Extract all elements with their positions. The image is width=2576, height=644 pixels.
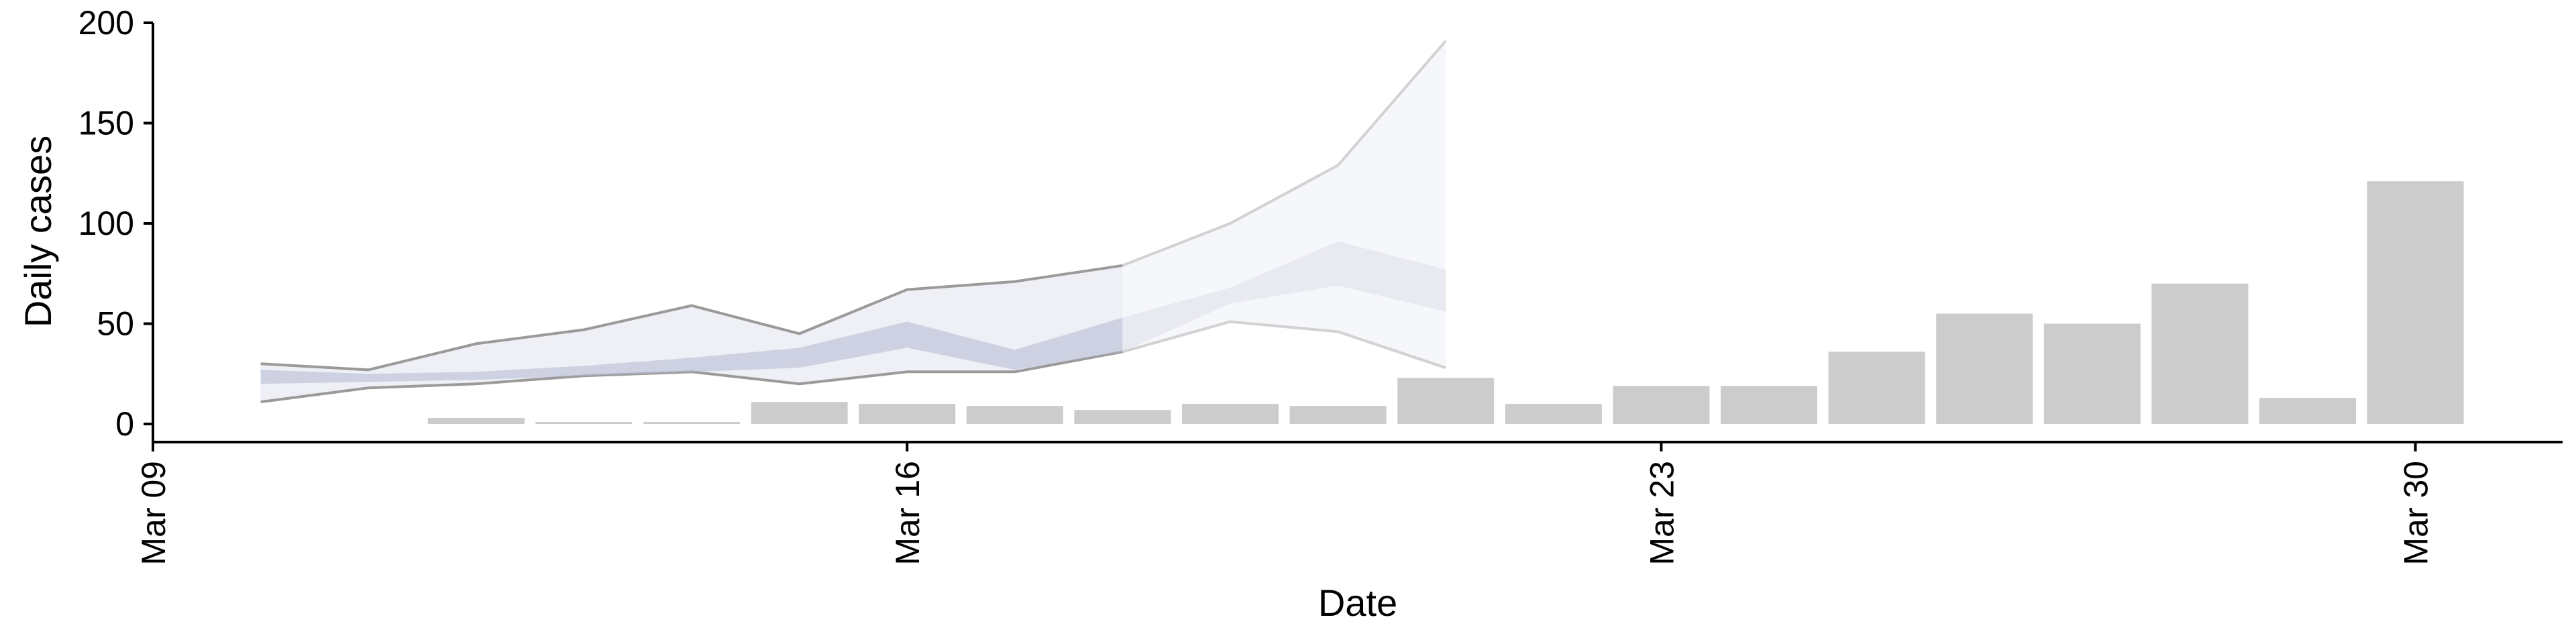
y-tick-label: 200 bbox=[78, 4, 134, 42]
bar bbox=[1828, 352, 1925, 424]
axes-layer bbox=[152, 23, 2563, 443]
outer-band-upper-line bbox=[260, 264, 1123, 372]
bar bbox=[859, 404, 956, 424]
bar bbox=[751, 402, 848, 424]
bar bbox=[1613, 386, 1710, 424]
y-tick-label: 50 bbox=[97, 305, 134, 343]
ticks-layer: 0 50 100 150 200 Mar 09 Mar 16 Mar 23 Mar 30 bbox=[78, 4, 2435, 566]
bar bbox=[643, 422, 740, 424]
bar bbox=[427, 418, 525, 424]
x-tick-label: Mar 09 bbox=[135, 461, 172, 566]
inner-band bbox=[260, 317, 1123, 384]
forecast-outer-band-lower-line bbox=[1122, 320, 1446, 370]
bar bbox=[2367, 181, 2464, 424]
x-tick-label: Mar 30 bbox=[2398, 461, 2435, 566]
bar bbox=[966, 406, 1063, 424]
bands-layer bbox=[260, 40, 1447, 404]
y-tick-label: 100 bbox=[78, 205, 134, 242]
bar bbox=[1182, 404, 1279, 424]
x-axis-title: Date bbox=[1318, 582, 1397, 624]
forecast-inner-band bbox=[1122, 241, 1446, 352]
bars-layer bbox=[427, 181, 2464, 424]
bar bbox=[535, 422, 633, 424]
bar bbox=[1936, 313, 2033, 424]
bar bbox=[1721, 386, 1817, 424]
bar bbox=[2043, 323, 2141, 424]
y-tick-label: 150 bbox=[78, 105, 134, 142]
bar bbox=[1289, 406, 1387, 424]
x-tick-label: Mar 23 bbox=[1643, 461, 1680, 566]
x-tick-label: Mar 16 bbox=[889, 461, 926, 566]
bar bbox=[1074, 410, 1171, 424]
outer-band bbox=[260, 265, 1123, 402]
y-tick-label: 0 bbox=[115, 405, 134, 443]
y-axis-title: Daily cases bbox=[17, 136, 59, 327]
forecast-outer-band-upper-line bbox=[1122, 40, 1447, 267]
bar bbox=[2259, 398, 2356, 424]
bar bbox=[1505, 404, 1602, 424]
bar bbox=[1397, 378, 1495, 424]
bar bbox=[2151, 283, 2249, 424]
